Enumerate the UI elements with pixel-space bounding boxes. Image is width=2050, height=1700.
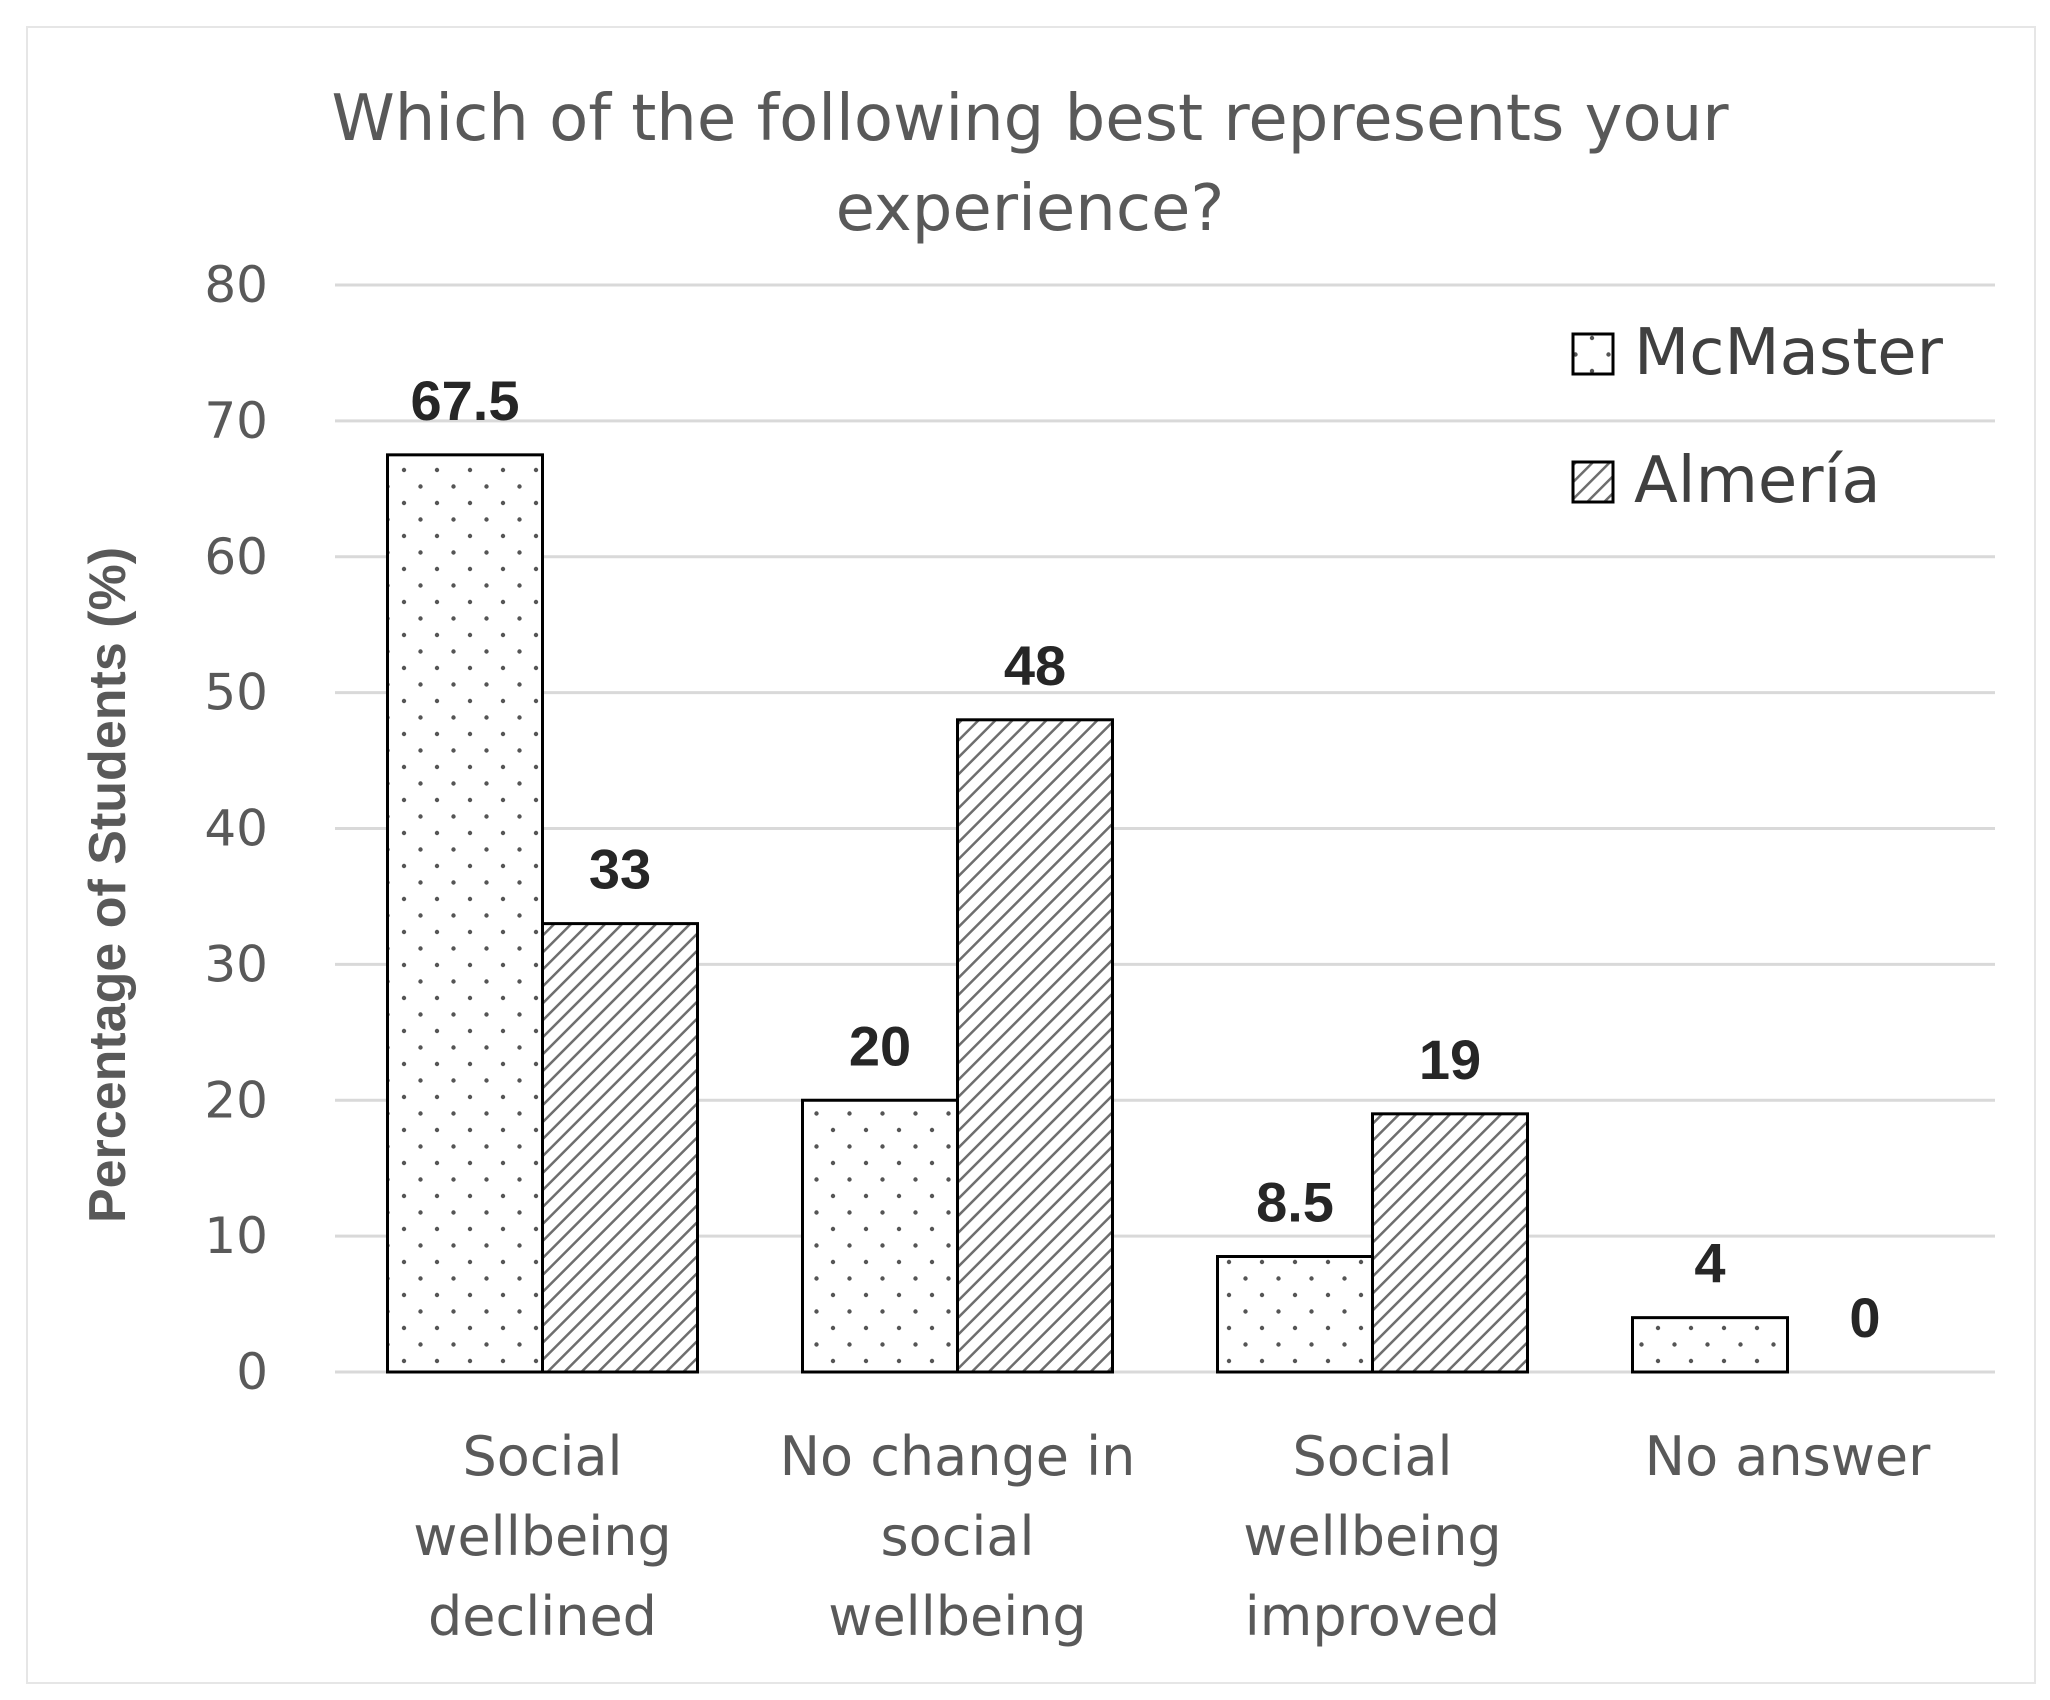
x-category-label: Social	[462, 1425, 622, 1488]
bar-mcmaster-0	[386, 453, 544, 1374]
x-category-label: wellbeing	[828, 1585, 1086, 1648]
x-category-label: No answer	[1645, 1425, 1931, 1488]
x-category-label: wellbeing	[1243, 1505, 1501, 1568]
y-tick-label: 10	[204, 1207, 268, 1265]
y-tick-label: 30	[204, 935, 268, 993]
data-label: 0	[1849, 1286, 1880, 1349]
y-tick-label: 70	[204, 392, 268, 450]
bar-almera-0	[541, 922, 699, 1374]
bar-almera-1	[956, 718, 1114, 1374]
x-category-label: No change in	[780, 1425, 1136, 1488]
data-label: 48	[1004, 634, 1066, 697]
data-label: 4	[1694, 1232, 1725, 1295]
legend-swatch-mcmaster	[1571, 332, 1615, 376]
legend-label-almeria: Almería	[1634, 444, 1881, 518]
y-tick-label: 60	[204, 528, 268, 586]
y-tick-label: 0	[236, 1343, 268, 1401]
y-tick-label: 80	[204, 256, 268, 314]
data-labels: 67.5 33 20 48 8.5 19 4 0	[411, 369, 1881, 1349]
chart-title-line-2: experience?	[836, 172, 1225, 246]
y-axis-ticks: 0 10 20 30 40 50 60 70 80	[204, 256, 268, 1401]
bar-mcmaster-1	[801, 1098, 959, 1374]
y-tick-label: 20	[204, 1071, 268, 1129]
bar-almera-2	[1371, 1112, 1529, 1374]
x-category-label: wellbeing	[413, 1505, 671, 1568]
bar-mcmaster-2	[1216, 1255, 1374, 1374]
legend-swatch-almeria	[1571, 460, 1615, 504]
chart-title-line-1: Which of the following best represents y…	[331, 82, 1729, 156]
x-category-label: declined	[428, 1585, 657, 1648]
data-label: 20	[849, 1014, 911, 1077]
data-label: 67.5	[411, 369, 520, 432]
y-tick-label: 50	[204, 664, 268, 722]
y-axis-label: Percentage of Students (%)	[79, 547, 137, 1223]
x-axis-categories: Social wellbeing declined No change in socia…	[413, 1425, 1931, 1648]
legend-item-almeria: Almería	[1571, 444, 1881, 518]
x-category-label: Social	[1292, 1425, 1452, 1488]
legend-label-mcmaster: McMaster	[1634, 316, 1944, 390]
x-category-label: social	[881, 1505, 1035, 1568]
chart-title: Which of the following best represents y…	[331, 82, 1729, 246]
legend-item-mcmaster: McMaster	[1571, 316, 1944, 390]
data-label: 19	[1419, 1028, 1481, 1091]
x-category-label: improved	[1245, 1585, 1500, 1648]
bar-mcmaster-3	[1631, 1316, 1789, 1374]
data-label: 8.5	[1256, 1171, 1334, 1234]
y-tick-label: 40	[204, 800, 268, 858]
data-label: 33	[589, 838, 651, 901]
legend: McMaster Almería	[1571, 316, 1944, 518]
bars	[386, 453, 1789, 1374]
